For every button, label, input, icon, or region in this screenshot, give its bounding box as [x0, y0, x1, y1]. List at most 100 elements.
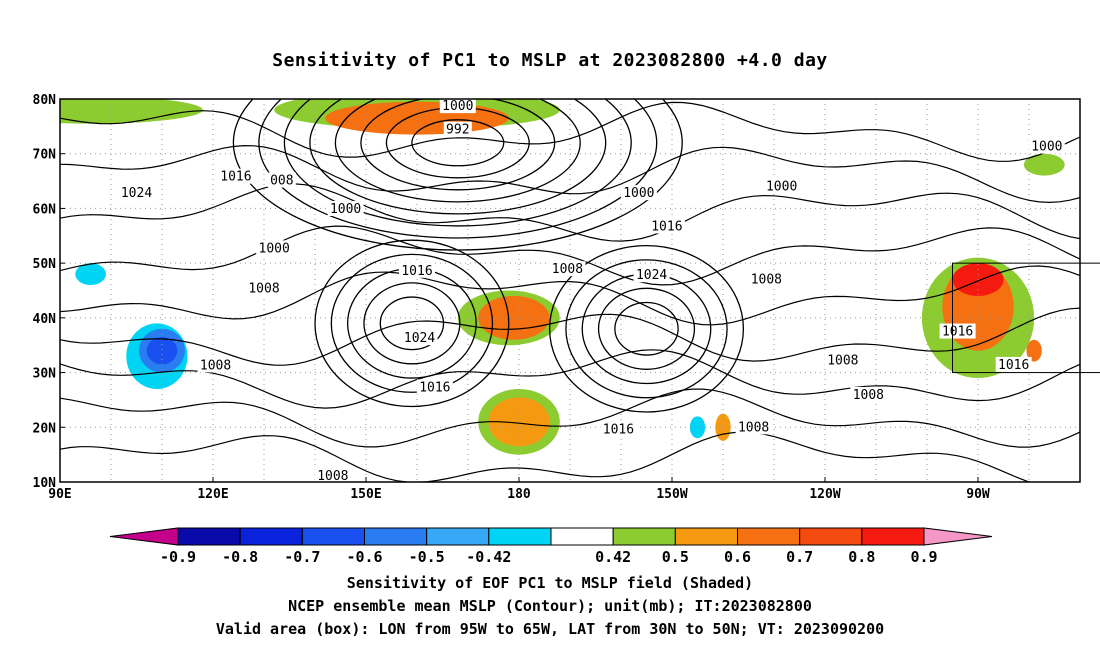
contour-label-bg	[401, 330, 438, 346]
valid-area-rectangle	[952, 262, 1100, 374]
contour-label-bg	[314, 467, 351, 482]
contour-label: 1008	[200, 358, 231, 373]
y-tick-label: 50N	[33, 257, 57, 272]
mslp-contour	[614, 301, 679, 356]
shaded-region	[715, 413, 731, 441]
contour-label-bg	[824, 352, 861, 368]
colorbar-label: 0.9	[910, 548, 937, 566]
mslp-contour	[60, 183, 1080, 242]
y-tick-label: 70N	[33, 148, 57, 163]
plot-frame	[59, 98, 1081, 483]
contour-label: 1000	[442, 99, 473, 114]
colorbar-label: 0.5	[662, 548, 689, 566]
shaded-region	[1023, 153, 1065, 176]
contour-label-bg	[439, 99, 476, 114]
mslp-contour	[309, 99, 607, 215]
mslp-contour	[60, 101, 1080, 162]
contour-label-bg	[549, 261, 586, 277]
contour-label-bg	[118, 185, 155, 201]
shaded-region	[60, 99, 203, 124]
shaded-region	[689, 416, 706, 439]
contour-label-bg	[217, 168, 254, 184]
mslp-contour	[334, 99, 581, 203]
y-tick-label: 10N	[33, 476, 57, 491]
colorbar-segment	[239, 527, 303, 546]
colorbar-label: -0.6	[346, 548, 382, 566]
y-tick-label: 30N	[33, 367, 57, 382]
contour-label: 1016	[419, 380, 450, 395]
contour-label: 1000	[766, 180, 797, 195]
shaded-region	[1026, 339, 1042, 362]
sensitivity-shading	[60, 99, 1065, 455]
y-tick-label: 20N	[33, 421, 57, 436]
contour-label: 1008	[853, 388, 884, 403]
mslp-contour	[411, 119, 505, 167]
contour-label-bg	[256, 240, 293, 256]
shaded-region	[488, 397, 550, 447]
grid-lines	[60, 99, 1080, 482]
contour-label: 1008	[317, 469, 348, 484]
y-tick-label: 40N	[33, 312, 57, 327]
contour-label-bg	[995, 356, 1032, 372]
colorbar-segment	[426, 527, 490, 546]
contour-label: 1000	[1031, 140, 1062, 155]
colorbar-label: -0.7	[284, 548, 320, 566]
mslp-contour	[60, 144, 1080, 204]
colorbar-segment	[177, 527, 241, 546]
caption-shading: Sensitivity of EOF PC1 to MSLP field (Sh…	[346, 574, 754, 592]
x-tick-label: 150W	[656, 487, 687, 502]
mslp-contour	[565, 259, 728, 399]
contour-label: 1024	[636, 268, 667, 283]
contour-label: 1000	[330, 202, 361, 217]
mslp-contour	[60, 431, 1031, 482]
x-tick-label: 180	[507, 487, 531, 502]
contour-label: 1016	[942, 325, 973, 340]
x-tick-label: 90W	[966, 487, 990, 502]
colorbar-segment	[799, 527, 863, 546]
contour-label: 1016	[220, 170, 251, 185]
contour-label: 1016	[603, 422, 634, 437]
y-tick-label: 60N	[33, 202, 57, 217]
mslp-contour	[314, 239, 510, 408]
colorbar-tip-low	[109, 527, 179, 546]
colorbar-label: -0.8	[222, 548, 258, 566]
contour-label-bg	[246, 280, 282, 296]
contour-label-bg	[416, 379, 453, 395]
colorbar-label: -0.5	[409, 548, 445, 566]
caption-valid-area: Valid area (box): LON from 95W to 65W, L…	[215, 620, 885, 638]
y-tick-label: 80N	[33, 93, 57, 108]
contour-label: 1016	[401, 264, 432, 279]
mslp-contour	[60, 225, 1080, 286]
contour-label: 008	[270, 174, 293, 189]
mslp-contour	[581, 273, 712, 385]
contour-label-bg	[763, 178, 800, 194]
colorbar-segment	[861, 527, 925, 546]
shaded-region	[75, 263, 106, 286]
mslp-contour	[330, 253, 494, 393]
contour-label: 1000	[259, 241, 290, 256]
axis-tick-labels: 90E120E150E180150W120W90W60W10N20N30N40N…	[33, 93, 990, 502]
mslp-contour	[60, 265, 1080, 326]
caption-contours: NCEP ensemble mean MSLP (Contour); unit(…	[288, 597, 812, 615]
contour-label-bg	[633, 267, 670, 283]
x-tick-label: 120E	[197, 487, 228, 502]
mslp-contour	[548, 244, 745, 413]
shaded-region	[146, 337, 178, 365]
colorbar-segment	[488, 527, 552, 546]
colorbar-segment	[612, 527, 676, 546]
colorbar-segment	[737, 527, 801, 546]
contour-label: 1008	[248, 281, 279, 296]
x-tick-label: 150E	[350, 487, 381, 502]
mslp-contour	[232, 99, 683, 251]
contour-label: 1008	[738, 420, 769, 435]
colorbar-label: -0.9	[160, 548, 196, 566]
contour-label-bg	[648, 218, 685, 234]
x-tick-label: 90E	[48, 487, 71, 502]
colorbar-segment	[550, 527, 614, 546]
contour-label-bg	[267, 172, 296, 188]
colorbar-segment	[364, 527, 428, 546]
contour-label: 1008	[827, 354, 858, 369]
colorbar-label: 0.7	[786, 548, 813, 566]
colorbar-segment	[674, 527, 738, 546]
